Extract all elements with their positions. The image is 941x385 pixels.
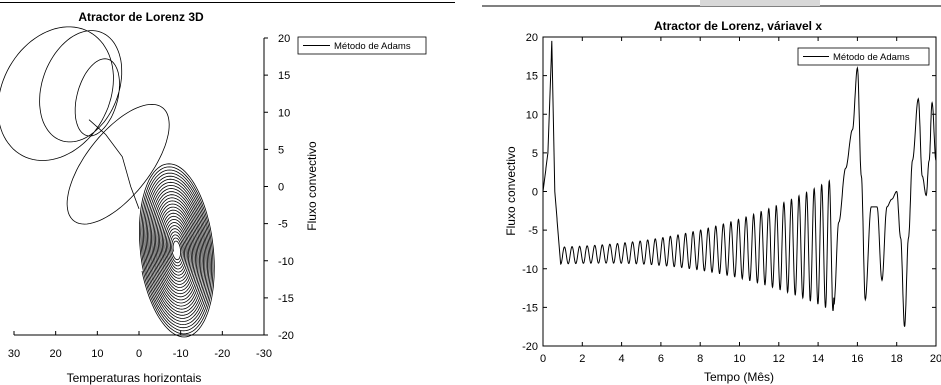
left-x-axis-label: Temperaturas horizontais [67, 371, 202, 385]
left-x-tick-label: -30 [256, 348, 272, 360]
right-x-tick-label: 18 [891, 353, 903, 365]
right-legend-box [797, 47, 930, 66]
right-y-tick-label: 5 [532, 148, 538, 160]
right-x-tick-label: 10 [733, 353, 745, 365]
left-y-axis-label: Fluxo convectivo [305, 141, 319, 231]
right-chart-title: Atractor de Lorenz, váriavel x [654, 19, 822, 33]
right-y-tick-label: 0 [532, 187, 538, 199]
left-legend: Método de Adams [297, 36, 427, 55]
right-legend-label: Método de Adams [833, 52, 910, 63]
left-x-tick-label: 30 [8, 348, 20, 360]
left-y-ticks: 20 15 10 5 0 -5 -10 -15 -20 [264, 33, 294, 342]
right-y-tick-label: -10 [522, 264, 538, 276]
right-y-tick-label: -15 [522, 302, 538, 314]
right-legend: Método de Adams [797, 47, 930, 66]
right-x-tick-label: 16 [851, 353, 863, 365]
left-legend-label: Método de Adams [334, 41, 411, 52]
header-strip [700, 0, 820, 6]
left-y-tick-label: -20 [278, 330, 294, 342]
left-x-tick-label: -20 [214, 348, 230, 360]
right-x-tick-label: 2 [579, 353, 585, 365]
right-x-tick-label: 0 [540, 353, 546, 365]
left-chart-title: Atractor de Lorenz 3D [78, 10, 204, 24]
right-x-tick-label: 12 [773, 353, 785, 365]
right-series-path [542, 40, 937, 327]
left-x-tick-label: -10 [173, 348, 189, 360]
right-x-tick-label: 14 [812, 353, 824, 365]
right-y-tick-label: 15 [526, 71, 538, 83]
left-x-tick-label: 10 [91, 348, 103, 360]
right-x-tick-label: 20 [930, 353, 941, 365]
right-y-tick-label: 10 [526, 109, 538, 121]
left-x-tick-label: 20 [50, 348, 62, 360]
right-x-tick-label: 4 [619, 353, 625, 365]
left-y-tick-label: -5 [278, 219, 288, 231]
right-y-ticks: 20 15 10 5 0 -5 -10 -15 -20 [522, 32, 936, 353]
left-x-ticks: 30 20 10 0 -10 -20 -30 [8, 331, 272, 360]
right-y-tick-label: -5 [528, 225, 538, 237]
right-plot-frame [542, 36, 937, 347]
right-x-ticks: 0 2 4 6 8 10 12 14 16 18 20 [540, 37, 941, 365]
right-x-axis-label: Tempo (Mês) [704, 370, 774, 384]
left-y-tick-label: 10 [278, 107, 290, 119]
left-chart: Atractor de Lorenz 3D 20 15 10 5 0 -5 -10 -15 -2… [0, 10, 427, 385]
right-x-tick-label: 6 [658, 353, 664, 365]
right-series-line [542, 40, 937, 327]
left-y-tick-label: 0 [278, 182, 284, 194]
left-y-tick-label: 15 [278, 70, 290, 82]
right-y-tick-label: -20 [522, 341, 538, 353]
left-legend-box [297, 36, 427, 55]
right-x-tick-label: 8 [697, 353, 703, 365]
left-x-tick-label: 0 [136, 348, 142, 360]
left-y-tick-label: -15 [278, 293, 294, 305]
left-y-tick-label: 20 [278, 33, 290, 45]
right-chart: Atractor de Lorenz, váriavel x 20151050-… [504, 19, 941, 384]
right-y-axis-label: Fluxo convectivo [504, 146, 518, 236]
left-series-line [0, 26, 215, 338]
left-y-tick-label: 5 [278, 144, 284, 156]
right-y-tick-label: 20 [526, 32, 538, 44]
left-series-path [0, 26, 215, 338]
left-y-tick-label: -10 [278, 256, 294, 268]
